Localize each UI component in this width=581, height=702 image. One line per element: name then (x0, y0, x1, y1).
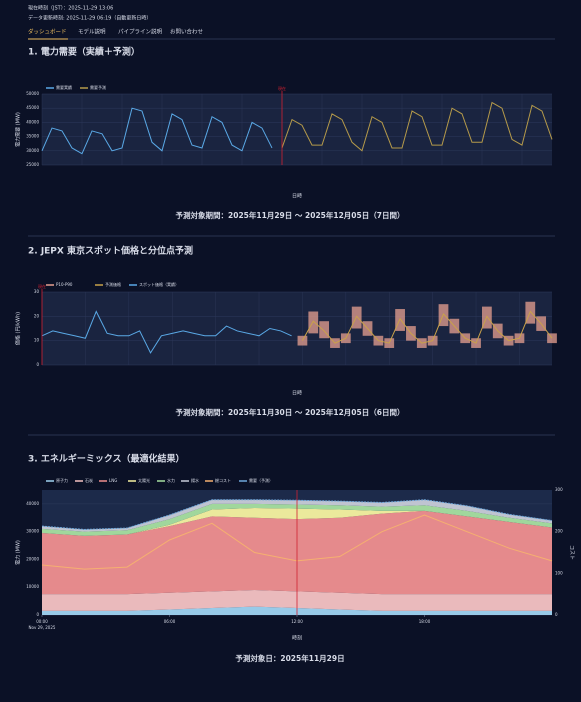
plot-area (42, 94, 552, 165)
series-line (41, 310, 292, 354)
x-axis-title: 日時 (292, 194, 302, 200)
legend-label: 原子力 (56, 477, 68, 483)
x-tick-label: 12:00 (291, 619, 303, 624)
legend-label: 揚水 (191, 477, 199, 483)
x-tick-label: 18:00 (419, 619, 431, 624)
x-sublabel: Nov 29, 2025 (29, 625, 56, 630)
y-tick-label: 35000 (26, 134, 39, 139)
y-tick-label: 0 (36, 612, 39, 617)
y2-tick-label: 300 (555, 487, 563, 492)
legend-label: スポット価格（実績） (139, 281, 179, 287)
legend-label: P10-P90 (56, 282, 73, 287)
y2-tick-label: 0 (555, 612, 558, 617)
legend-label: 需要実績 (56, 84, 72, 90)
period: 予測対象日：2025年11月29日 (235, 653, 344, 663)
now-label: 現在 (38, 283, 46, 289)
nav-tab[interactable]: パイプライン説明 (118, 28, 163, 36)
legend-label: 需要予測 (90, 84, 106, 90)
y-tick-label: 30000 (26, 529, 39, 534)
y2-axis-title: コスト (569, 545, 575, 560)
y-tick-label: 50000 (26, 91, 39, 96)
y-tick-label: 40000 (26, 501, 39, 506)
legend-label: 太陽光 (138, 477, 150, 483)
y-axis-title: 電力需要 (MW) (15, 112, 22, 147)
nav-tab[interactable]: モデル説明 (78, 28, 106, 36)
legend-label: 石炭 (85, 478, 93, 483)
nav-tab[interactable]: お問い合わせ (170, 28, 204, 36)
legend-label: 総コスト (215, 477, 231, 483)
legend-label: 需要（予測） (249, 477, 273, 483)
nav-tab[interactable]: ダッシュボード (28, 28, 67, 36)
update-time: データ更新時刻: 2025-11-29 06:19（自動更新日時） (28, 15, 151, 22)
y-tick-label: 10000 (26, 584, 39, 589)
stacked-area (42, 503, 552, 536)
y2-tick-label: 100 (555, 570, 563, 575)
legend-label: LNG (109, 478, 117, 483)
series-line (301, 310, 553, 344)
x-axis-title: 時刻 (292, 635, 302, 642)
y-tick-label: 25000 (26, 162, 39, 167)
x-tick-label: 06:00 (164, 619, 176, 624)
section-title: 2. JEPX 東京スポット価格と分位点予測 (28, 245, 193, 257)
y-tick-label: 10 (34, 338, 40, 343)
y-tick-label: 30 (34, 289, 40, 294)
y-tick-label: 0 (36, 362, 39, 367)
legend-label: 水力 (167, 477, 175, 483)
series-line (41, 107, 273, 155)
series-line (281, 101, 553, 152)
now-label: 現在 (278, 85, 286, 91)
section-title: 3. エネルギーミックス（最適化結果） (28, 453, 185, 465)
y-tick-label: 30000 (26, 148, 39, 153)
section-title: 1. 電力需要（実績＋予測） (28, 46, 140, 58)
y-axis-title: 電力 (MW) (15, 540, 22, 565)
y-tick-label: 20000 (26, 556, 39, 561)
y-tick-label: 45000 (26, 105, 39, 110)
legend-label: 予測価格 (105, 281, 121, 287)
x-tick-label: 00:00 (36, 619, 48, 624)
y-tick-label: 20 (34, 313, 40, 318)
current-time: 現在時刻（JST）：2025-11-29 13:06 (28, 5, 113, 12)
y-tick-label: 40000 (26, 119, 39, 124)
period: 予測対象期間：2025年11月30日 〜 2025年12月05日（6日間） (176, 407, 405, 417)
period: 予測対象期間：2025年11月29日 〜 2025年12月05日（7日間） (176, 210, 405, 220)
x-axis-title: 日時 (292, 391, 302, 397)
y-axis-title: 価格 (円/kWh) (15, 312, 22, 345)
plot-area (42, 292, 552, 365)
y2-tick-label: 200 (555, 529, 563, 534)
